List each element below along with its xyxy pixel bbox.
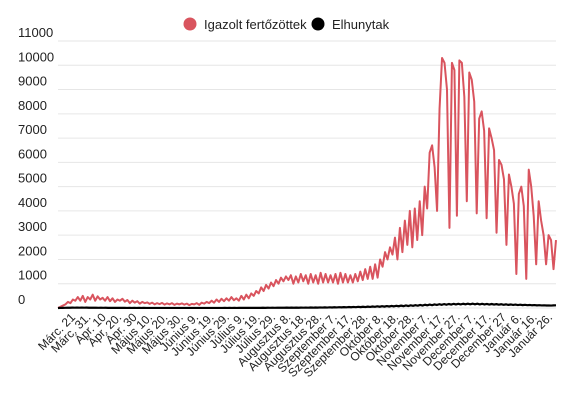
- y-axis: 0 1000 2000 3000 4000 5000 6000 7000 8000 9000 100…: [18, 25, 54, 307]
- legend-label: Igazolt fertőzöttek: [204, 17, 307, 32]
- y-tick-label: 9000: [18, 74, 47, 89]
- y-tick-label: 10000: [18, 49, 54, 64]
- y-tick-label: 11000: [18, 25, 53, 40]
- y-tick-label: 3000: [18, 219, 47, 234]
- y-tick-label: 6000: [18, 146, 47, 161]
- grid: [58, 40, 556, 309]
- y-tick-label: 0: [18, 292, 25, 307]
- legend-label: Elhunytak: [332, 17, 390, 32]
- y-tick-label: 7000: [18, 122, 47, 137]
- y-tick-label: 8000: [18, 98, 47, 113]
- y-tick-label: 4000: [18, 195, 47, 210]
- series-layer: [57, 56, 557, 310]
- series-line-confirmed: [57, 56, 557, 309]
- series-line-deaths: [57, 302, 557, 310]
- legend: Igazolt fertőzöttek Elhunytak: [183, 17, 390, 32]
- y-tick-label: 1000: [18, 268, 47, 283]
- legend-swatch: [311, 17, 325, 31]
- y-tick-label: 5000: [18, 171, 47, 186]
- y-tick-label: 2000: [18, 243, 47, 258]
- legend-swatch: [183, 17, 197, 31]
